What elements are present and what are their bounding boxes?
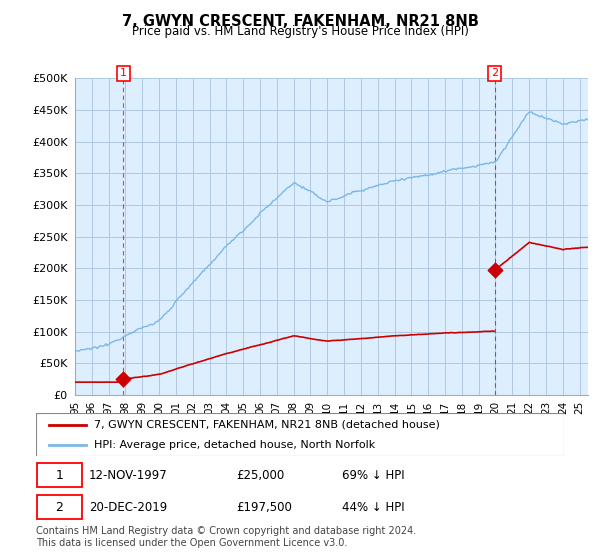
Text: 44% ↓ HPI: 44% ↓ HPI xyxy=(342,501,405,514)
FancyBboxPatch shape xyxy=(36,413,564,456)
Point xyxy=(490,265,500,274)
Text: 2: 2 xyxy=(491,68,499,78)
FancyBboxPatch shape xyxy=(37,464,82,487)
Text: Price paid vs. HM Land Registry's House Price Index (HPI): Price paid vs. HM Land Registry's House … xyxy=(131,25,469,38)
Text: HPI: Average price, detached house, North Norfolk: HPI: Average price, detached house, Nort… xyxy=(94,440,376,450)
Text: 7, GWYN CRESCENT, FAKENHAM, NR21 8NB (detached house): 7, GWYN CRESCENT, FAKENHAM, NR21 8NB (de… xyxy=(94,419,440,430)
Text: £197,500: £197,500 xyxy=(236,501,293,514)
Text: 12-NOV-1997: 12-NOV-1997 xyxy=(89,469,167,482)
Text: 2: 2 xyxy=(56,501,64,514)
Text: 7, GWYN CRESCENT, FAKENHAM, NR21 8NB: 7, GWYN CRESCENT, FAKENHAM, NR21 8NB xyxy=(122,14,478,29)
Text: 1: 1 xyxy=(120,68,127,78)
FancyBboxPatch shape xyxy=(37,496,82,519)
Text: £25,000: £25,000 xyxy=(236,469,285,482)
Text: Contains HM Land Registry data © Crown copyright and database right 2024.
This d: Contains HM Land Registry data © Crown c… xyxy=(36,526,416,548)
Text: 69% ↓ HPI: 69% ↓ HPI xyxy=(342,469,405,482)
Point xyxy=(119,375,128,384)
Text: 1: 1 xyxy=(56,469,64,482)
Text: 20-DEC-2019: 20-DEC-2019 xyxy=(89,501,167,514)
